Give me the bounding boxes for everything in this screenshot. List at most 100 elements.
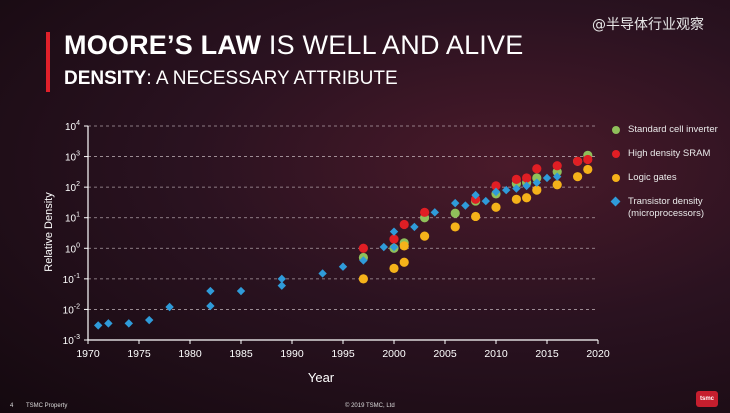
x-tick-label: 1985 <box>229 348 253 360</box>
data-point-series-3 <box>389 242 399 252</box>
legend-item-sram: High density SRAM <box>612 148 722 160</box>
legend-marker-transistor <box>610 196 621 207</box>
legend-marker-inverter <box>612 126 620 134</box>
data-point-series-2 <box>471 211 481 222</box>
legend-item-transistor: Transistor density (microprocessors) <box>610 196 722 220</box>
legend-marker-logic <box>612 174 620 182</box>
data-point-series-3 <box>277 274 286 284</box>
x-tick-label: 2020 <box>586 348 610 360</box>
legend-label: High density SRAM <box>628 148 711 159</box>
data-point-series-2 <box>511 194 521 204</box>
data-point-series-3 <box>379 242 388 252</box>
data-point-series-1 <box>399 219 409 230</box>
data-point-series-1 <box>389 234 399 244</box>
data-point-series-3 <box>532 178 541 187</box>
data-point-series-3 <box>512 184 521 193</box>
data-point-series-3 <box>124 319 133 328</box>
data-point-series-3 <box>359 256 368 265</box>
data-point-series-0 <box>450 208 460 218</box>
y-tick-label: 101 <box>65 212 80 225</box>
slide-subtitle: DENSITY: A NECESSARY ATTRIBUTE <box>64 68 398 90</box>
x-tick-label: 2005 <box>433 348 457 360</box>
title-accent-bar <box>46 32 50 92</box>
data-point-series-3 <box>451 198 460 208</box>
data-point-series-2 <box>573 172 583 182</box>
data-point-series-1 <box>358 243 368 253</box>
data-point-series-3 <box>236 286 246 296</box>
footer-property: TSMC Property <box>26 403 68 409</box>
footer-copyright: © 2019 TSMC, Ltd <box>345 403 395 409</box>
data-point-series-3 <box>461 201 470 210</box>
data-point-series-1 <box>532 164 542 174</box>
data-point-series-3 <box>145 315 154 325</box>
data-point-series-2 <box>532 185 542 195</box>
data-point-series-3 <box>277 281 286 290</box>
data-point-series-1 <box>573 156 583 166</box>
legend-item-logic: Logic gates <box>612 172 722 184</box>
x-tick-label: 1980 <box>178 348 202 360</box>
data-point-series-3 <box>542 173 552 183</box>
data-point-series-3 <box>94 321 103 330</box>
data-point-series-2 <box>399 257 409 267</box>
data-point-series-1 <box>552 161 562 171</box>
data-point-series-1 <box>583 154 593 165</box>
data-point-series-3 <box>104 319 113 328</box>
y-tick-label: 100 <box>65 242 80 255</box>
slide-title-rest: IS WELL AND ALIVE <box>261 30 524 60</box>
slide-subtitle-rest: : A NECESSARY ATTRIBUTE <box>146 68 398 89</box>
data-point-series-3 <box>502 185 511 195</box>
data-point-series-3 <box>389 227 399 236</box>
data-point-series-2 <box>358 274 368 284</box>
data-point-series-2 <box>552 180 562 190</box>
data-point-series-1 <box>491 181 501 191</box>
x-axis-label: Year <box>308 370 335 385</box>
data-point-series-3 <box>318 269 327 278</box>
y-tick-label: 104 <box>65 120 80 133</box>
data-point-series-3 <box>206 301 215 311</box>
x-tick-label: 1975 <box>127 348 151 360</box>
x-tick-label: 2015 <box>535 348 559 360</box>
y-tick-label: 10-3 <box>63 334 80 347</box>
legend-marker-sram <box>612 150 620 158</box>
chart-legend: Standard cell inverter High density SRAM… <box>610 124 722 232</box>
data-point-series-3 <box>410 222 419 232</box>
data-point-series-3 <box>522 181 531 191</box>
chart-axes <box>87 126 598 341</box>
data-point-series-1 <box>522 173 532 183</box>
data-point-series-3 <box>471 190 480 200</box>
y-tick-label: 102 <box>65 181 80 194</box>
legend-label: Logic gates <box>628 172 677 183</box>
tsmc-logo: tsmc <box>696 391 718 407</box>
x-tick-label: 1995 <box>331 348 355 360</box>
chart-points <box>94 150 593 330</box>
data-point-series-2 <box>389 263 399 273</box>
data-point-series-3 <box>491 187 501 197</box>
data-point-series-0 <box>532 173 542 183</box>
data-point-series-3 <box>553 172 562 181</box>
x-tick-label: 1970 <box>76 348 100 360</box>
x-tick-label: 1990 <box>280 348 304 360</box>
data-point-series-2 <box>522 193 532 203</box>
slide-subtitle-bold: DENSITY <box>64 68 147 89</box>
data-point-series-3 <box>165 302 174 312</box>
legend-item-inverter: Standard cell inverter <box>612 124 722 136</box>
data-point-series-3 <box>481 196 490 206</box>
y-axis-label: Relative Density <box>43 192 55 272</box>
x-tick-label: 2000 <box>382 348 406 360</box>
data-point-series-1 <box>471 194 481 204</box>
data-point-series-2 <box>583 164 593 175</box>
data-point-series-1 <box>420 207 430 217</box>
chart-ticks: 1970 1975 1980 1985 1990 1995 2000 2005 2010 2015… <box>63 120 610 360</box>
x-tick-label: 2010 <box>484 348 508 360</box>
footer-page-number: 4 <box>10 403 14 409</box>
data-point-series-2 <box>450 222 460 232</box>
data-point-series-3 <box>430 208 439 217</box>
data-point-series-2 <box>491 202 501 212</box>
y-tick-label: 10-1 <box>63 273 80 286</box>
y-tick-label: 103 <box>65 151 80 164</box>
data-point-series-2 <box>399 241 409 251</box>
watermark: @半导体行业观察 <box>592 17 704 33</box>
legend-label: Transistor density (microprocessors) <box>628 196 705 219</box>
